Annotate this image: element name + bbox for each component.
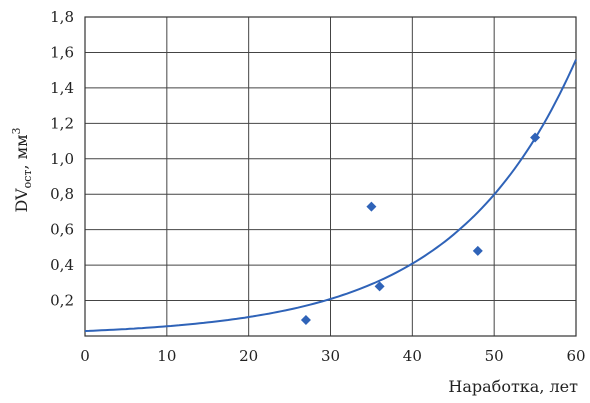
data-points <box>300 132 541 326</box>
y-axis-title-unit: , мм <box>12 134 31 169</box>
grid-lines <box>84 16 577 337</box>
y-tick-label-2: 0,6 <box>50 221 74 239</box>
trend-curve-layer <box>84 59 577 332</box>
x-tick-label-0: 0 <box>80 347 90 365</box>
y-axis-title: DVост, мм3 <box>10 127 34 212</box>
data-point-1 <box>366 201 377 212</box>
data-point-2 <box>374 281 385 292</box>
data-point-3 <box>472 245 483 256</box>
x-tick-label-5: 50 <box>485 347 504 365</box>
y-tick-label-0: 0,2 <box>50 292 74 310</box>
y-tick-label-5: 1,2 <box>50 114 74 132</box>
x-tick-label-2: 20 <box>239 347 258 365</box>
data-point-0 <box>300 315 311 326</box>
y-tick-label-4: 1,0 <box>50 150 74 168</box>
y-tick-labels: 0,2 0,4 0,6 0,8 1,0 1,2 1,4 1,6 1,8 <box>50 8 74 310</box>
x-tick-label-1: 10 <box>157 347 176 365</box>
y-tick-label-6: 1,4 <box>50 79 74 97</box>
x-axis-title: Наработка, лет <box>448 377 578 396</box>
trend-curve <box>84 59 577 332</box>
y-tick-label-8: 1,8 <box>50 8 74 26</box>
x-tick-label-4: 40 <box>403 347 422 365</box>
x-tick-labels: 0 10 20 30 40 50 60 <box>80 347 585 365</box>
y-axis-title-sub: ост <box>21 170 34 189</box>
plot-frame <box>84 16 577 337</box>
data-point-4 <box>530 132 541 143</box>
x-tick-label-3: 30 <box>321 347 340 365</box>
y-tick-label-3: 0,8 <box>50 185 74 203</box>
y-tick-label-1: 0,4 <box>50 256 74 274</box>
y-axis-title-main: DV <box>12 188 31 213</box>
y-axis-title-sup: 3 <box>10 127 23 134</box>
y-tick-label-7: 1,6 <box>50 43 74 61</box>
x-tick-label-6: 60 <box>566 347 585 365</box>
